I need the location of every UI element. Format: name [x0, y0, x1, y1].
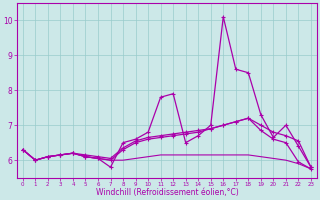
X-axis label: Windchill (Refroidissement éolien,°C): Windchill (Refroidissement éolien,°C) — [96, 188, 238, 197]
